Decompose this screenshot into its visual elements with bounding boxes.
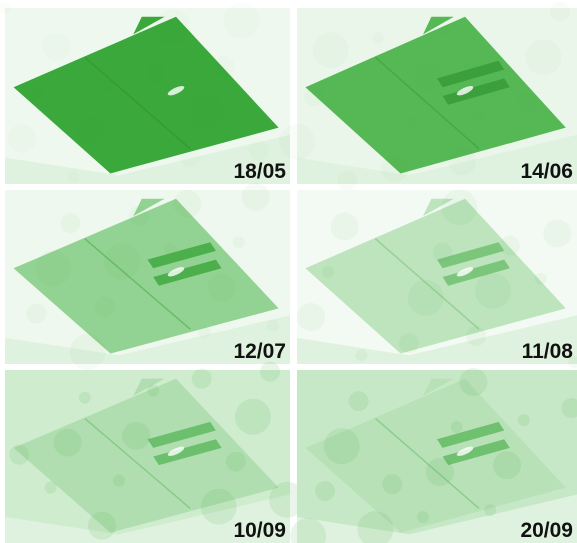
image-panel: 10/09: [5, 362, 305, 543]
texture: [260, 362, 280, 382]
texture: [226, 452, 246, 472]
texture: [267, 320, 279, 332]
texture: [433, 243, 453, 263]
texture: [426, 458, 454, 486]
texture: [77, 117, 105, 145]
texture: [475, 273, 511, 309]
date-label: 12/07: [233, 340, 286, 363]
texture: [313, 32, 349, 68]
texture: [399, 333, 419, 353]
texture: [459, 368, 487, 396]
texture: [214, 56, 234, 76]
texture: [155, 9, 191, 45]
texture: [61, 213, 81, 233]
texture: [535, 273, 547, 285]
texture: [500, 236, 520, 256]
texture: [199, 327, 211, 339]
texture: [331, 213, 359, 241]
texture: [543, 220, 571, 248]
texture: [382, 474, 402, 494]
texture: [113, 475, 125, 487]
texture: [147, 385, 159, 397]
texture: [164, 243, 176, 255]
texture: [192, 369, 212, 389]
texture: [45, 482, 57, 494]
texture: [224, 2, 260, 38]
texture: [173, 190, 201, 218]
texture: [324, 428, 360, 464]
texture: [33, 86, 45, 98]
date-label: 10/09: [233, 519, 286, 542]
texture: [525, 39, 561, 75]
image-panel: 14/06: [279, 2, 577, 191]
texture: [122, 422, 150, 450]
texture: [95, 297, 115, 317]
texture: [439, 25, 451, 37]
texture: [448, 147, 476, 175]
texture: [304, 86, 324, 106]
texture: [102, 79, 114, 91]
texture: [315, 481, 335, 501]
texture: [180, 148, 200, 168]
texture: [550, 2, 570, 22]
texture: [517, 93, 537, 113]
texture: [54, 429, 82, 457]
date-label: 20/09: [520, 519, 573, 542]
texture: [70, 334, 106, 370]
texture: [279, 124, 315, 160]
texture: [473, 109, 485, 121]
date-label: 11/08: [522, 340, 574, 363]
image-grid: 18/05 14/06 12/07 11/08 10/09 20/09: [0, 0, 577, 543]
texture: [233, 236, 245, 248]
texture: [235, 399, 271, 435]
texture: [129, 206, 149, 226]
texture: [441, 189, 477, 225]
texture: [35, 250, 71, 286]
texture: [9, 445, 29, 465]
texture: [337, 170, 357, 190]
texture: [355, 349, 367, 361]
texture: [104, 243, 140, 279]
image-panel: 18/05: [0, 2, 290, 184]
texture: [417, 511, 429, 523]
texture: [349, 391, 369, 411]
texture: [297, 303, 325, 331]
texture: [79, 392, 91, 404]
texture: [493, 451, 521, 479]
texture: [88, 512, 116, 540]
texture: [415, 63, 443, 91]
texture: [406, 116, 418, 128]
texture: [208, 273, 236, 301]
texture: [42, 33, 70, 61]
texture: [189, 94, 225, 130]
image-panel: 11/08: [297, 189, 577, 368]
texture: [466, 326, 486, 346]
date-label: 18/05: [233, 160, 286, 183]
texture: [146, 63, 166, 83]
texture: [8, 124, 36, 152]
texture: [451, 421, 463, 433]
texture: [322, 266, 334, 278]
date-label: 14/06: [520, 160, 573, 183]
texture: [381, 154, 409, 182]
texture: [484, 504, 496, 516]
texture: [201, 489, 237, 525]
image-panel: 20/09: [290, 368, 577, 543]
texture: [408, 280, 444, 316]
image-panel: 12/07: [5, 183, 290, 370]
texture: [518, 414, 530, 426]
texture: [372, 32, 384, 44]
texture: [249, 141, 269, 161]
texture: [67, 171, 79, 183]
texture: [242, 183, 270, 211]
texture: [26, 304, 46, 324]
